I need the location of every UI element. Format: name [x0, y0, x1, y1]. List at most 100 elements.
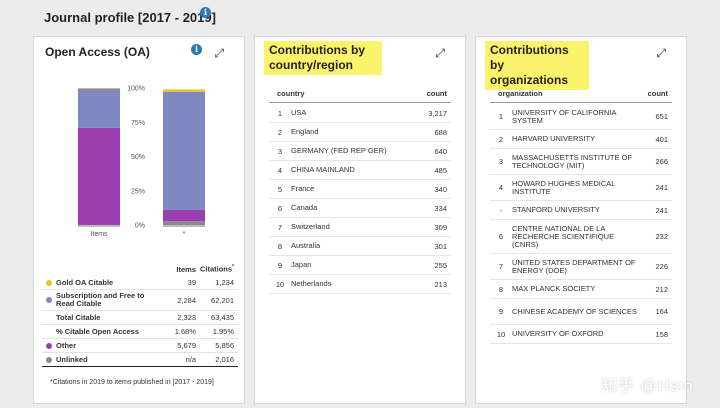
oa-table: Items Citations* Gold OA Citable 39 1,234 S…	[42, 262, 238, 367]
rank-number: 3	[277, 146, 283, 156]
legend-dot-icon	[46, 356, 52, 363]
legend-dot-icon	[46, 297, 52, 303]
entry-count: 309	[434, 222, 447, 232]
expand-icon[interactable]: ⤢	[214, 46, 224, 60]
oa-row-items: 39	[187, 278, 196, 287]
list-item[interactable]: 9 Japan 255	[269, 256, 451, 275]
list-item[interactable]: 2 HARVARD UNIVERSITY 401	[490, 130, 672, 149]
y-tick-label: 0%	[135, 223, 145, 230]
oa-table-row: % Citable Open Access 1.68% 1.95%	[42, 325, 238, 339]
rank-number: 4	[498, 183, 504, 192]
oa-row-citations: 62,201	[211, 295, 234, 305]
list-item[interactable]: 10 UNIVERSITY OF OXFORD 158	[490, 325, 672, 344]
oa-table-header: Items Citations*	[42, 262, 238, 276]
entry-count: 226	[655, 262, 668, 271]
y-tick-label: 50%	[131, 154, 145, 161]
rank-number: 10	[496, 329, 506, 339]
rank-number: 9	[498, 307, 504, 316]
list-item[interactable]: - STANFORD UNIVERSITY 241	[490, 201, 672, 220]
expand-icon[interactable]: ⤢	[435, 46, 445, 60]
rank-number: 7	[498, 262, 504, 271]
info-icon[interactable]: i	[200, 7, 211, 18]
oa-table-row: Subscription and Free to Read Citable 2,2…	[42, 290, 238, 311]
oa-row-label: Unlinked	[56, 354, 88, 364]
org-table-header: organization count	[490, 89, 672, 103]
entry-name: England	[291, 127, 319, 136]
list-item[interactable]: 5 France 340	[269, 180, 451, 199]
entry-name: France	[291, 184, 315, 193]
oa-row-citations: 1.95%	[212, 327, 234, 336]
rank-number: 6	[277, 203, 283, 213]
entry-name: STANFORD UNIVERSITY	[512, 205, 600, 214]
entry-name: USA	[291, 108, 307, 117]
oa-card-title: Open Access (OA)	[45, 45, 150, 59]
list-item[interactable]: 6 Canada 334	[269, 199, 451, 218]
list-item[interactable]: 3 MASSACHUSETTS INSTITUTE OF TECHNOLOGY (…	[490, 149, 672, 175]
organization-card: Contributions by organizations ⤢ organiz…	[475, 36, 687, 404]
y-tick-label: 25%	[131, 188, 145, 195]
oa-row-items: 2,284	[177, 295, 196, 305]
list-item[interactable]: 8 Australia 301	[269, 237, 451, 256]
expand-icon[interactable]: ⤢	[656, 46, 666, 60]
legend-dot-icon	[46, 329, 52, 335]
list-item[interactable]: 9 CHINESE ACADEMY OF SCIENCES 164	[490, 299, 672, 325]
rank-number: 1	[277, 108, 283, 118]
entry-name: CENTRE NATIONAL DE LA RECHERCHE SCIENTIF…	[512, 223, 615, 249]
entry-count: 232	[655, 232, 668, 241]
x-category-label: Items	[90, 231, 108, 238]
legend-dot-icon	[46, 279, 52, 286]
rank-number: 8	[277, 241, 283, 251]
list-item[interactable]: 6 CENTRE NATIONAL DE LA RECHERCHE SCIENTI…	[490, 220, 672, 254]
list-item[interactable]: 8 MAX PLANCK SOCIETY 212	[490, 280, 672, 299]
list-item[interactable]: 4 CHINA MAINLAND 485	[269, 161, 451, 180]
list-item[interactable]: 1 UNIVERSITY OF CALIFORNIA SYSTEM 651	[490, 104, 672, 130]
oa-table-row: Other 5,679 5,856	[42, 339, 238, 353]
org-card-title: Contributions by organizations	[485, 41, 589, 90]
list-item[interactable]: 2 England 688	[269, 123, 451, 142]
rank-number: -	[499, 205, 503, 215]
entry-name: HOWARD HUGHES MEDICAL INSTITUTE	[512, 178, 616, 196]
entry-count: 301	[434, 241, 447, 251]
oa-table-row: Total Citable 2,323 63,435	[42, 311, 238, 325]
entry-name: CHINA MAINLAND	[291, 165, 355, 174]
entry-name: Canada	[291, 203, 318, 212]
oa-table-row: Unlinked n/a 2,016	[42, 353, 238, 367]
oa-footnote: *Citations in 2019 to items published in…	[50, 379, 214, 386]
entry-count: 651	[655, 112, 668, 121]
oa-row-label: Subscription and Free to Read Citable	[56, 291, 145, 308]
oa-row-label: % Citable Open Access	[56, 326, 140, 336]
entry-count: 241	[655, 183, 668, 192]
bar-segment	[163, 221, 205, 225]
x-category-label: *	[183, 231, 186, 238]
entry-count: 266	[655, 157, 668, 166]
entry-name: Japan	[291, 260, 312, 269]
entry-count: 3,217	[428, 108, 447, 118]
entry-count: 213	[434, 279, 447, 289]
entry-count: 640	[434, 146, 447, 156]
entry-count: 688	[434, 127, 447, 137]
watermark: 知乎 @Hsin	[601, 378, 694, 395]
oa-row-citations: 5,856	[215, 341, 234, 350]
list-item[interactable]: 7 UNITED STATES DEPARTMENT OF ENERGY (DOE…	[490, 254, 672, 280]
col-items-header: Items	[176, 264, 196, 274]
rank-number: 7	[277, 222, 283, 232]
rank-number: 2	[277, 127, 283, 137]
list-item[interactable]: 10 Netherlands 213	[269, 275, 451, 294]
bar-segment	[78, 88, 120, 89]
rank-number: 9	[277, 260, 283, 270]
col-citations-header: Citations*	[199, 264, 234, 274]
oa-row-citations: 2,016	[215, 355, 234, 364]
entry-name: Netherlands	[291, 279, 332, 288]
oa-row-citations: 63,435	[211, 313, 234, 322]
oa-row-citations: 1,234	[215, 278, 234, 287]
oa-info-icon[interactable]: i	[191, 44, 202, 55]
list-item[interactable]: 3 GERMANY (FED REP GER) 640	[269, 142, 451, 161]
rank-number: 8	[498, 284, 504, 294]
bar-segment	[163, 91, 205, 211]
list-item[interactable]: 1 USA 3,217	[269, 104, 451, 123]
entry-name: HARVARD UNIVERSITY	[512, 134, 596, 143]
list-item[interactable]: 4 HOWARD HUGHES MEDICAL INSTITUTE 241	[490, 175, 672, 201]
oa-row-items: n/a	[185, 355, 196, 364]
entry-count: 212	[655, 284, 668, 294]
list-item[interactable]: 7 Switzerland 309	[269, 218, 451, 237]
